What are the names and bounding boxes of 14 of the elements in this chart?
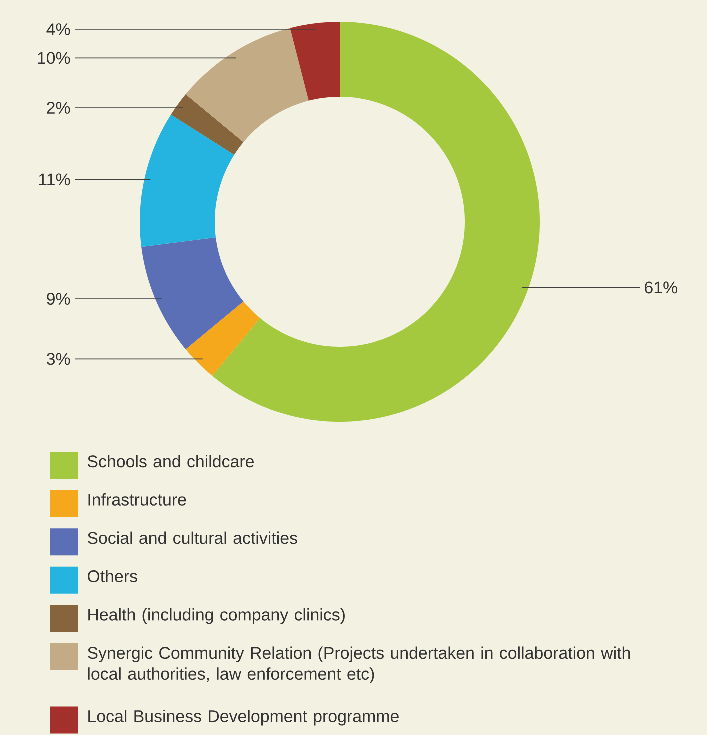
legend-label: Others bbox=[88, 570, 138, 583]
legend-label: Health (including company clinics) bbox=[88, 608, 345, 624]
legend-label: Schools and childcare bbox=[88, 455, 254, 468]
data-label: 9% bbox=[47, 293, 70, 306]
data-label: 11% bbox=[39, 174, 70, 186]
data-label: 2% bbox=[47, 102, 70, 114]
data-label: 61% bbox=[645, 282, 678, 294]
data-label: 4% bbox=[46, 24, 70, 36]
legend-label: Local Business Development programme bbox=[88, 710, 399, 726]
legend-label: Social and cultural activities bbox=[88, 532, 298, 544]
data-label: 3% bbox=[46, 353, 70, 366]
legend-label: Synergic Community Relation (Projects undertaken in collaboration with local authorities, law enforcement etc) bbox=[88, 646, 630, 684]
data-label: 10% bbox=[38, 52, 70, 64]
legend-label: Infrastructure bbox=[88, 494, 186, 506]
